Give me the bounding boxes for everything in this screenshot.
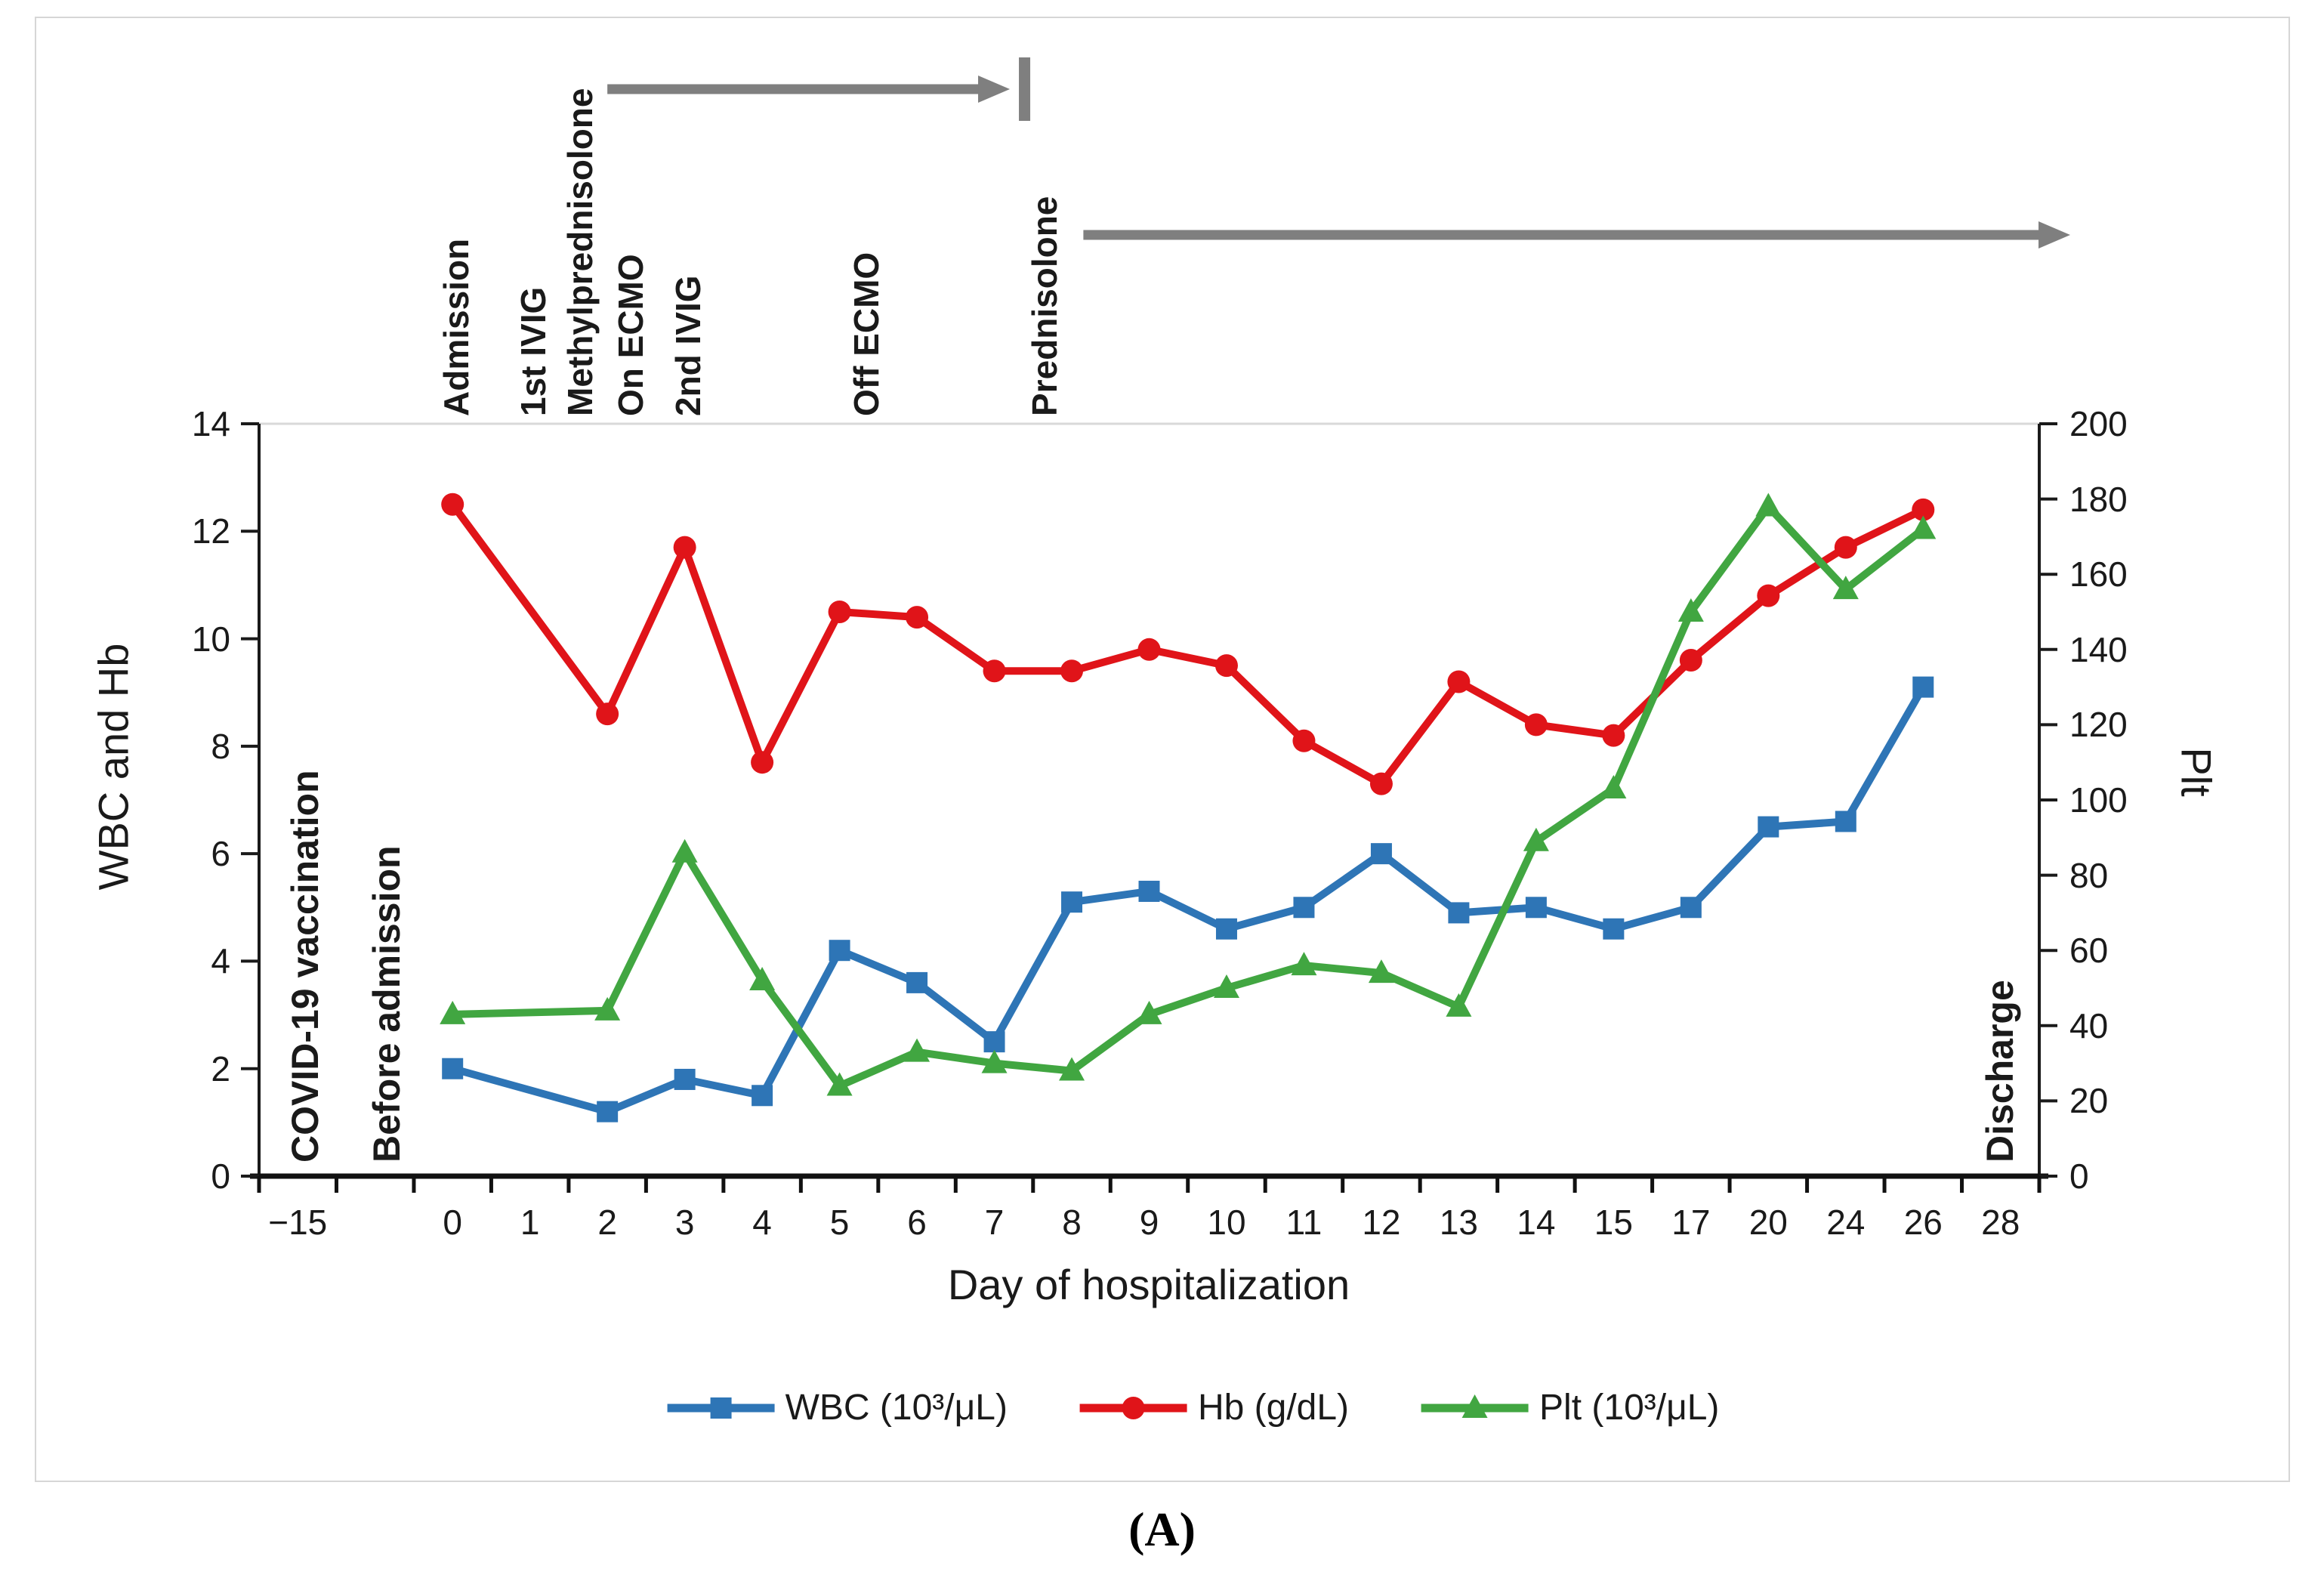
left-axis-tick-label: 4 (211, 941, 230, 981)
x-axis-tick-label: 28 (1981, 1203, 2020, 1242)
legend-label: WBC (10³/μL) (785, 1388, 1008, 1428)
event-label-inside-plot: COVID-19 vaccination (283, 770, 326, 1163)
x-axis-tick-label: 24 (1826, 1203, 1866, 1242)
right-axis-tick-label: 100 (2069, 780, 2128, 820)
event-label-above-plot: On ECMO (610, 254, 650, 416)
legend-item: Hb (g/dL) (1077, 1388, 1349, 1428)
event-label-above-plot: Off ECMO (847, 252, 887, 416)
legend-item: WBC (10³/μL) (665, 1388, 1008, 1428)
right-axis-tick-label: 40 (2069, 1005, 2109, 1045)
duration-arrow (1083, 221, 2070, 249)
right-axis-tick-label: 60 (2069, 931, 2109, 971)
x-axis-tick-label: 15 (1594, 1203, 1633, 1242)
x-axis-tick-label: 14 (1517, 1203, 1556, 1242)
left-axis-tick-label: 0 (211, 1156, 230, 1196)
x-axis-tick-label: 1 (520, 1203, 540, 1242)
legend-label: Hb (g/dL) (1197, 1388, 1350, 1428)
x-axis-tick-label: 6 (907, 1203, 927, 1242)
x-axis-title: Day of hospitalization (947, 1261, 1350, 1308)
wbc-series (442, 676, 1934, 1123)
x-axis-tick-label: 0 (443, 1203, 462, 1242)
event-label-above-plot: 2nd IVIG (668, 275, 708, 416)
x-axis-tick-label: 11 (1285, 1203, 1322, 1242)
x-axis-tick-label: 9 (1139, 1203, 1159, 1242)
x-axis-tick-label: 12 (1362, 1203, 1401, 1242)
left-axis-tick-label: 6 (211, 834, 230, 874)
x-axis-tick-label: 2 (597, 1203, 617, 1242)
event-label-inside-plot: Discharge (1979, 980, 2022, 1163)
x-axis-tick-label: 3 (674, 1203, 695, 1242)
event-label-inside-plot: Before admission (365, 845, 408, 1163)
x-axis-tick-label: 8 (1062, 1203, 1082, 1242)
event-label-above-plot: 1st IVIG (514, 286, 554, 416)
legend-item: Plt (10³/μL) (1418, 1388, 1719, 1428)
x-axis-tick-label: 17 (1671, 1203, 1711, 1242)
right-axis-tick-label: 200 (2069, 404, 2128, 443)
x-axis-tick-label: 5 (829, 1203, 850, 1242)
event-label-above-plot: Methylprednisolone (560, 88, 600, 416)
right-axis-tick-label: 20 (2069, 1081, 2109, 1121)
triangle-legend-marker-icon (1421, 1394, 1529, 1418)
left-axis-tick-label: 12 (191, 511, 230, 551)
figure-caption: (A) (1128, 1502, 1196, 1556)
square-legend-marker-icon (667, 1397, 775, 1419)
right-axis-tick-label: 180 (2069, 479, 2128, 519)
chart-legend: WBC (10³/μL) Hb (g/dL) Plt (10³/μL) (665, 1388, 1719, 1428)
x-axis-tick-label: 10 (1207, 1203, 1246, 1242)
x-axis-tick-label: −15 (268, 1203, 328, 1242)
right-axis-tick-label: 160 (2069, 554, 2128, 594)
x-axis-tick-label: 26 (1903, 1203, 1943, 1242)
event-label-above-plot: Prednisolone (1024, 196, 1064, 416)
circle-legend-marker-icon (1079, 1397, 1187, 1419)
x-axis-tick-label: 4 (752, 1203, 772, 1242)
left-axis-tick-label: 10 (191, 619, 230, 659)
plt-series (440, 493, 1937, 1096)
duration-arrow (607, 57, 1031, 121)
right-axis-title: Plt (2172, 747, 2221, 797)
left-axis-tick-label: 8 (211, 726, 230, 766)
arrow-end-bar (1019, 57, 1031, 121)
left-axis-tick-label: 2 (211, 1048, 230, 1089)
hb-series (441, 493, 1935, 795)
event-label-above-plot: Admission (437, 238, 477, 416)
figure-panel (35, 17, 2290, 1482)
x-axis-tick-label: 7 (984, 1203, 1005, 1242)
right-axis-tick-label: 120 (2069, 705, 2128, 745)
right-axis-tick-label: 140 (2069, 629, 2128, 669)
right-axis-tick-label: 80 (2069, 855, 2109, 895)
x-axis-tick-label: 13 (1439, 1203, 1478, 1242)
x-axis-tick-label: 20 (1748, 1203, 1788, 1242)
right-axis-tick-label: 0 (2069, 1156, 2089, 1196)
legend-label: Plt (10³/μL) (1539, 1388, 1720, 1428)
left-axis-tick-label: 14 (191, 404, 230, 443)
